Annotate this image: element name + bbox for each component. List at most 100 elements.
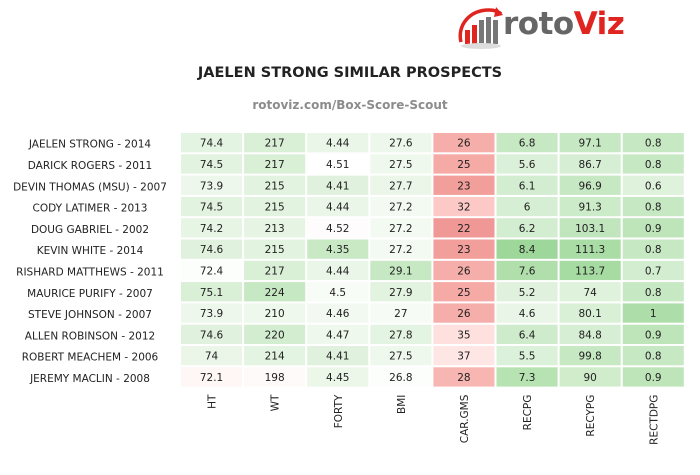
- heatmap-cell: [244, 239, 306, 259]
- heatmap-cell: [496, 346, 558, 366]
- heatmap-cell: [622, 218, 684, 238]
- heatmap-cell: [622, 346, 684, 366]
- heatmap-cell: [433, 324, 495, 344]
- cell-value: 5.6: [519, 159, 536, 171]
- cell-value: 27.7: [389, 180, 412, 192]
- heatmap-cell: [307, 218, 369, 238]
- heatmap-cell: [622, 239, 684, 259]
- cell-value: 74.4: [200, 138, 224, 150]
- cell-value: 4.46: [326, 308, 350, 320]
- heatmap-cell: [307, 154, 369, 174]
- heatmap-cell: [181, 133, 243, 153]
- cell-value: 91.3: [578, 202, 601, 214]
- cell-value: 5.2: [519, 287, 536, 299]
- column-label: FORTY: [333, 394, 345, 428]
- cell-value: 4.41: [326, 180, 349, 192]
- heatmap-cell: [559, 324, 621, 344]
- cell-value: 217: [265, 159, 285, 171]
- cell-value: 25: [457, 287, 470, 299]
- heatmap-cell: [559, 260, 621, 281]
- cell-value: 27.9: [389, 287, 412, 299]
- row-label: STEVE JOHNSON - 2007: [28, 309, 152, 321]
- cell-value: 75.1: [200, 287, 223, 299]
- cell-value: 0.8: [645, 287, 662, 299]
- heatmap-cell: [181, 367, 243, 387]
- cell-value: 7.6: [519, 265, 536, 277]
- heatmap-cell: [496, 154, 558, 174]
- cell-value: 27.2: [389, 202, 412, 214]
- cell-value: 4.6: [519, 308, 536, 320]
- cell-value: 210: [265, 308, 285, 320]
- cell-value: 37: [457, 351, 470, 363]
- heatmap-cell: [559, 239, 621, 259]
- heatmap-cell: [181, 303, 243, 323]
- heatmap-cell: [370, 303, 432, 323]
- cell-value: 96.9: [578, 180, 601, 192]
- cell-value: 5.5: [519, 351, 536, 363]
- cell-value: 27.2: [389, 244, 412, 256]
- cell-value: 74.5: [200, 202, 223, 214]
- cell-value: 4.45: [326, 372, 349, 384]
- heatmap-cell: [433, 303, 495, 323]
- cell-value: 99.8: [578, 351, 601, 363]
- cell-value: 0.8: [645, 202, 662, 214]
- cell-value: 217: [265, 138, 285, 150]
- heatmap-cell: [433, 260, 495, 281]
- cell-value: 4.35: [326, 244, 349, 256]
- heatmap-cell: [559, 133, 621, 153]
- heatmap-cell: [496, 260, 558, 281]
- row-label: KEVIN WHITE - 2014: [37, 245, 144, 257]
- heatmap-cell: [307, 133, 369, 153]
- cell-value: 74.5: [200, 159, 223, 171]
- cell-value: 27.8: [389, 329, 412, 341]
- heatmap-cell: [496, 239, 558, 259]
- heatmap-cell: [559, 346, 621, 366]
- heatmap-cell: [433, 175, 495, 195]
- heatmap-cell: [181, 239, 243, 259]
- cell-value: 23: [457, 244, 470, 256]
- chart-title: JAELEN STRONG SIMILAR PROSPECTS: [197, 65, 503, 81]
- heatmap-cell: [370, 196, 432, 217]
- cell-value: 74.2: [200, 223, 223, 235]
- heatmap-cell: [433, 196, 495, 217]
- heatmap-cell: [307, 367, 369, 387]
- cell-value: 4.41: [326, 351, 349, 363]
- cell-value: 111.3: [575, 244, 605, 256]
- heatmap-cell: [559, 282, 621, 302]
- cell-value: 4.44: [326, 138, 350, 150]
- heatmap-cell: [370, 324, 432, 344]
- heatmap-cell: [307, 260, 369, 281]
- heatmap-cell: [244, 346, 306, 366]
- cell-value: 215: [265, 202, 285, 214]
- heatmap-cell: [244, 133, 306, 153]
- heatmap-cell: [370, 260, 432, 281]
- heatmap-cell: [370, 239, 432, 259]
- cell-value: 103.1: [575, 223, 605, 235]
- heatmap-cell: [559, 303, 621, 323]
- heatmap-cell: [496, 282, 558, 302]
- cell-value: 4.44: [326, 265, 350, 277]
- heatmap-cell: [622, 324, 684, 344]
- heatmap-cell: [622, 282, 684, 302]
- cell-value: 26: [457, 138, 471, 150]
- heatmap-cell: [433, 218, 495, 238]
- heatmap-cell: [244, 303, 306, 323]
- cell-value: 90: [583, 372, 596, 384]
- cell-value: 73.9: [200, 180, 223, 192]
- heatmap-cell: [181, 324, 243, 344]
- heatmap-cell: [370, 175, 432, 195]
- row-label: JEREMY MACLIN - 2008: [29, 373, 150, 385]
- cell-value: 224: [265, 287, 285, 299]
- column-label: RECYPG: [585, 395, 597, 437]
- row-label: DOUG GABRIEL - 2002: [31, 224, 149, 236]
- column-label: RECTDPG: [648, 395, 660, 445]
- heatmap-cell: [370, 154, 432, 174]
- heatmap-cell: [307, 196, 369, 217]
- heatmap-cell: [307, 346, 369, 366]
- cell-value: 0.9: [645, 223, 662, 235]
- heatmap-cell: [496, 133, 558, 153]
- cell-value: 1: [650, 308, 657, 320]
- cell-value: 35: [457, 329, 470, 341]
- heatmap-cell: [181, 218, 243, 238]
- heatmap-cell: [496, 303, 558, 323]
